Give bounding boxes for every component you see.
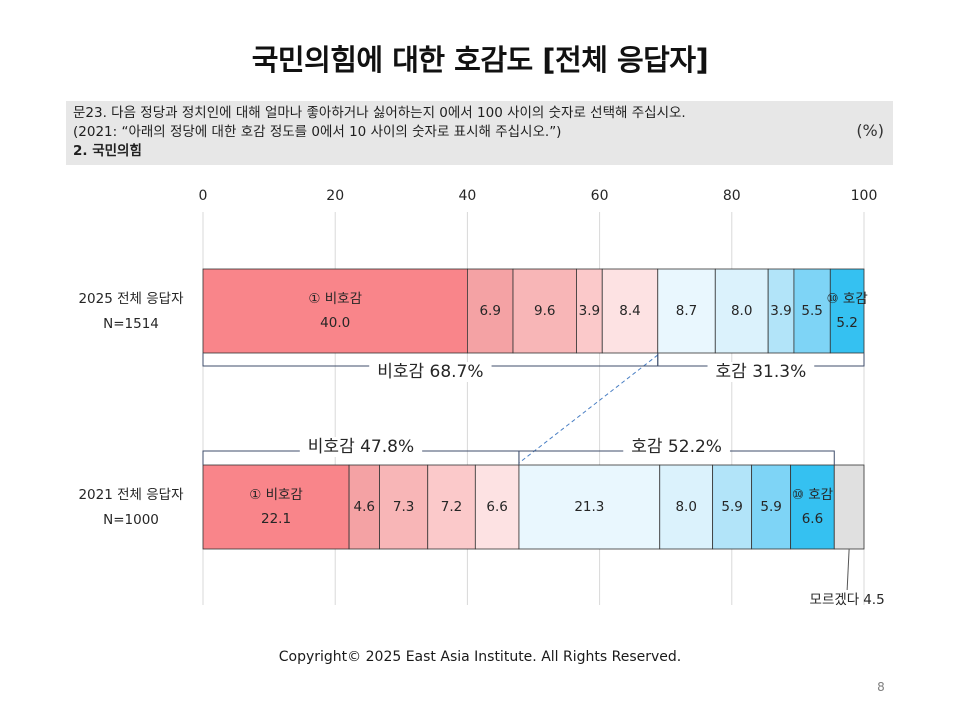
segment-value-label: 6.9 xyxy=(479,303,500,319)
segment-value-label: 8.0 xyxy=(731,303,752,319)
segment-value-label: 6.6 xyxy=(802,511,823,527)
bar-segment xyxy=(576,268,603,354)
segment-value-label: 5.2 xyxy=(836,315,857,331)
segment-value-label: 3.9 xyxy=(770,303,791,319)
bar-segment xyxy=(202,268,468,354)
segment-value-label: 5.9 xyxy=(760,499,781,515)
x-tick-label: 20 xyxy=(326,188,344,204)
x-tick-label: 100 xyxy=(851,188,878,204)
segment-value-label: 3.9 xyxy=(579,303,600,319)
unit-label: (%) xyxy=(856,121,884,140)
copyright-notice: Copyright© 2025 East Asia Institute. All… xyxy=(278,649,682,665)
row-label: 2021 전체 응답자 xyxy=(78,487,184,503)
bar-segment xyxy=(202,464,350,550)
bar-segment xyxy=(427,464,476,550)
callout-value: 4.5 xyxy=(863,592,884,608)
segment-name-label: ⑩ 호감 xyxy=(792,487,833,503)
bracket-label-background xyxy=(623,437,730,457)
row-sample-size: N=1514 xyxy=(103,316,159,332)
row-sample-size: N=1000 xyxy=(103,512,159,528)
x-axis-tick-labels: 0 20 40 60 80 100 xyxy=(199,188,878,204)
row-label: 2025 전체 응답자 xyxy=(78,291,184,307)
bar-segment xyxy=(659,464,714,550)
bar-segment xyxy=(767,268,795,354)
bar-segment xyxy=(474,464,520,550)
segment-value-label: 6.6 xyxy=(486,499,507,515)
dashed-connector-line xyxy=(518,354,659,464)
segment-value-label: 21.3 xyxy=(574,499,604,515)
segment-value-label: 8.4 xyxy=(619,303,640,319)
x-tick-label: 80 xyxy=(723,188,741,204)
bracket-label: 호감 31.3% xyxy=(716,362,807,382)
page-title: 국민의힘에 대한 호감도 [전체 응답자] xyxy=(251,43,709,77)
question-box: 문23. 다음 정당과 정치인에 대해 얼마나 좋아하거나 싫어하는지 0에서 … xyxy=(66,101,893,165)
bar-segment xyxy=(833,464,865,550)
bracket-label-background xyxy=(707,362,815,382)
x-tick-label: 40 xyxy=(458,188,476,204)
callout-label: 모르겠다 4.5 xyxy=(810,592,885,608)
bracket-label-background xyxy=(299,437,423,457)
page-number: 8 xyxy=(877,680,885,694)
bar-segment xyxy=(712,464,753,550)
callout-leader-line xyxy=(846,548,850,591)
segment-value-label: 4.6 xyxy=(354,499,375,515)
question-note-2021: (2021: “아래의 정당에 대한 호감 정도를 0에서 10 사이의 숫자로… xyxy=(73,124,562,140)
question-item: 2. 국민의힘 xyxy=(73,143,142,159)
bar-segment xyxy=(714,268,769,354)
bracket-label: 비호감 47.8% xyxy=(308,437,414,457)
bar-row: 2021 전체 응답자 N=1000 ① 비호감 22.1 4.6 7.3 7.2 6.6 21… xyxy=(78,464,885,608)
segment-name-label: ① 비호감 xyxy=(249,487,303,503)
x-tick-label: 0 xyxy=(199,188,208,204)
segment-name-label: ① 비호감 xyxy=(308,291,362,307)
question-text: 문23. 다음 정당과 정치인에 대해 얼마나 좋아하거나 싫어하는지 0에서 … xyxy=(73,105,686,121)
bar-segment xyxy=(790,464,835,550)
bar-segment xyxy=(829,268,865,354)
segment-value-label: 7.2 xyxy=(441,499,462,515)
bar-segment xyxy=(657,268,716,354)
segment-value-label: 7.3 xyxy=(393,499,414,515)
bracket-label-background xyxy=(369,362,492,382)
bracket-label: 비호감 68.7% xyxy=(377,362,483,382)
bracket-label: 호감 52.2% xyxy=(631,437,722,457)
segment-value-label: 9.6 xyxy=(534,303,555,319)
segment-name-label: ⑩ 호감 xyxy=(827,291,868,307)
segment-value-label: 5.9 xyxy=(721,499,742,515)
bar-segment xyxy=(348,464,380,550)
bar-segment xyxy=(518,464,661,550)
bar-segment xyxy=(793,268,831,354)
bar-segment xyxy=(601,268,659,354)
group-brackets: 비호감 68.7% 호감 31.3% 비호감 47.8% 호감 52.2% xyxy=(202,353,865,465)
segment-value-label: 22.1 xyxy=(261,511,291,527)
x-tick-label: 60 xyxy=(591,188,609,204)
bar-segment xyxy=(512,268,577,354)
segment-value-label: 5.5 xyxy=(801,303,822,319)
segment-value-label: 8.0 xyxy=(675,499,696,515)
callout-name: 모르겠다 xyxy=(810,592,860,608)
bar-segment xyxy=(466,268,514,354)
segment-value-label: 8.7 xyxy=(676,303,697,319)
bar-segment xyxy=(379,464,429,550)
segment-value-label: 40.0 xyxy=(320,315,350,331)
bar-row: 2025 전체 응답자 N=1514 ① 비호감 40.0 6.9 9.6 3.9 8.4 8.… xyxy=(78,268,868,354)
